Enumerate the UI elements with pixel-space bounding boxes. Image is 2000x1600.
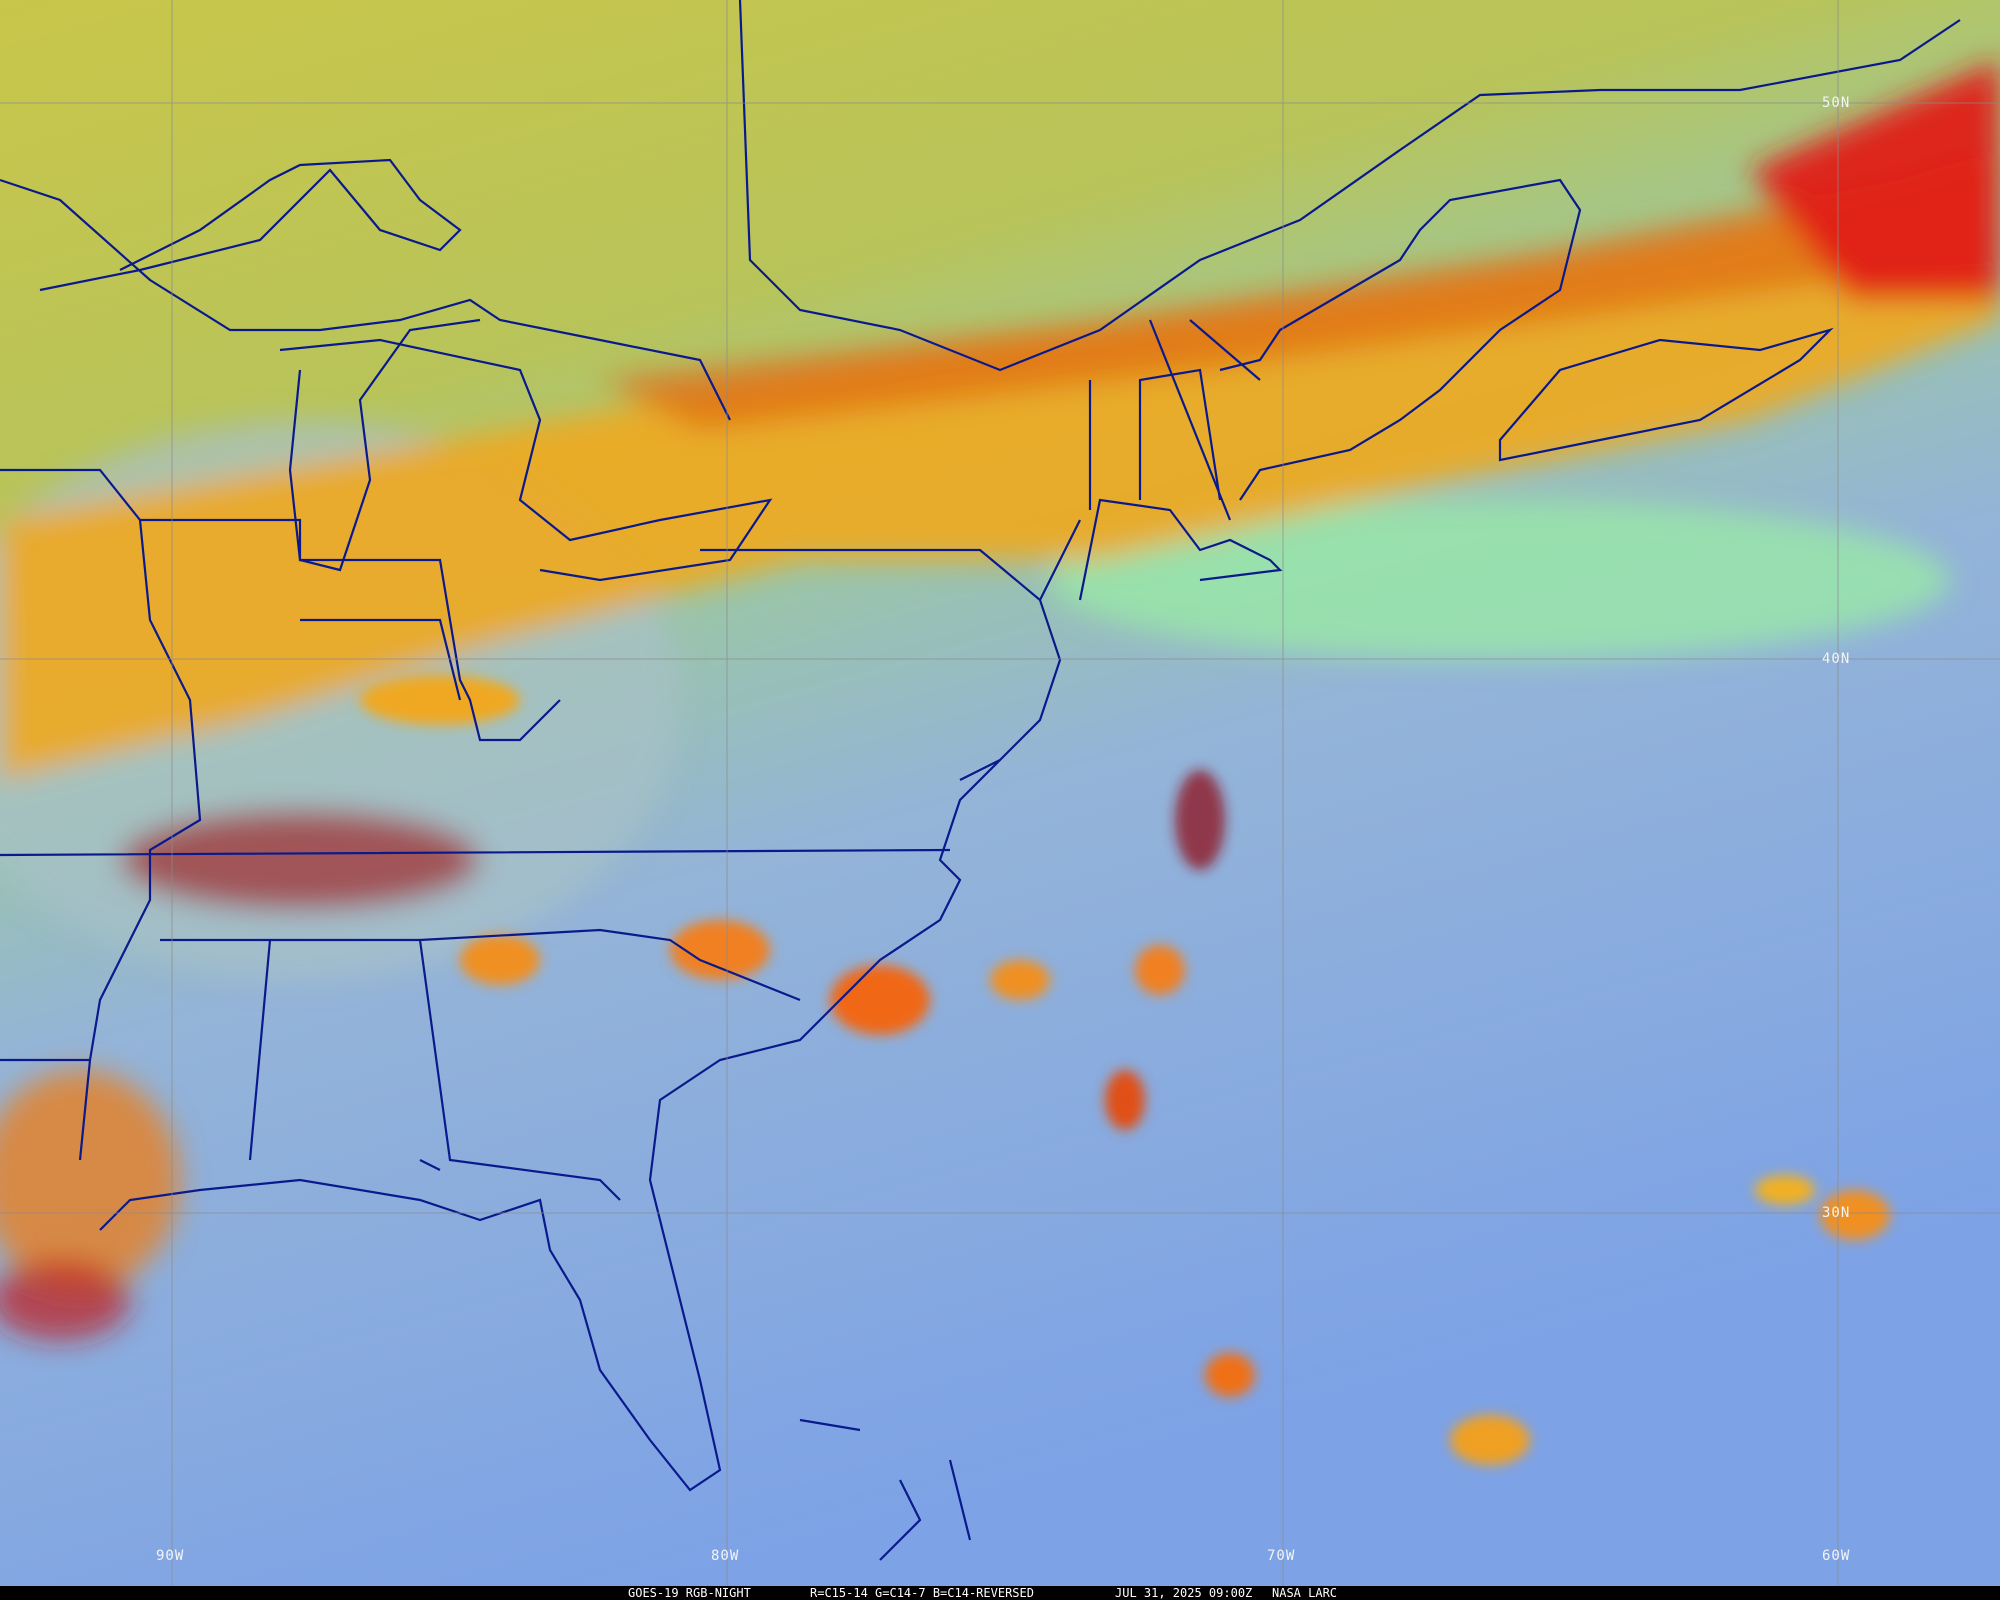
caption-satellite: GOES-19 RGB-NIGHT — [628, 1586, 751, 1600]
image-caption-bar: GOES-19 RGB-NIGHT R=C15-14 G=C14-7 B=C14… — [0, 1586, 2000, 1600]
lon-label-60w: 60W — [1822, 1548, 1850, 1564]
caption-source: NASA LARC — [1272, 1586, 1338, 1600]
lon-label-70w: 70W — [1267, 1548, 1295, 1564]
lon-label-90w: 90W — [156, 1548, 184, 1564]
lat-label-50n: 50N — [1822, 95, 1850, 111]
political-borders — [0, 0, 1961, 1561]
caption-channels: R=C15-14 G=C14-7 B=C14-REVERSED — [810, 1586, 1034, 1600]
caption-datetime: JUL 31, 2025 09:00Z — [1115, 1586, 1253, 1600]
cloud-field — [0, 60, 2000, 1340]
lon-label-80w: 80W — [711, 1548, 739, 1564]
lat-label-30n: 30N — [1822, 1205, 1850, 1221]
convective-cells — [360, 675, 1890, 1465]
lat-label-40n: 40N — [1822, 651, 1850, 667]
